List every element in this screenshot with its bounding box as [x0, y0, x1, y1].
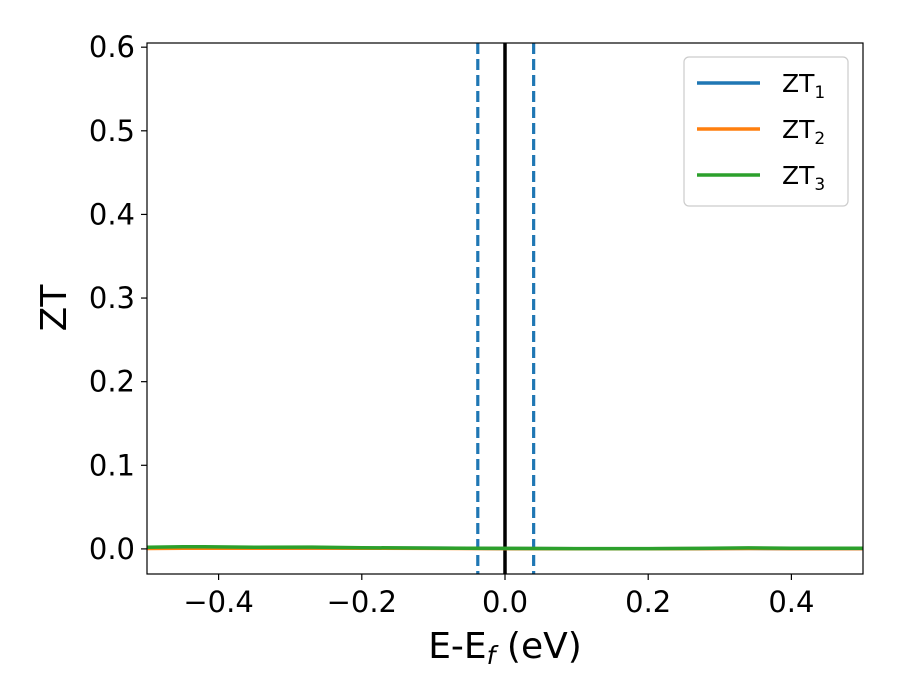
legend-label-zt1: ZT1	[782, 69, 825, 103]
legend-box	[683, 56, 849, 207]
y-tick-label: 0.5	[89, 114, 135, 148]
y-axis-title: ZT	[34, 284, 75, 332]
y-axis: 0.0 0.1 0.2 0.3 0.4 0.5 0.6	[89, 30, 147, 566]
y-tick-label: 0.1	[89, 448, 135, 482]
x-tick-label: −0.4	[183, 585, 253, 619]
legend: ZT1 ZT2 ZT3	[683, 56, 849, 207]
x-axis-title: E-Ef (eV)	[428, 626, 582, 670]
y-tick-label: 0.6	[89, 30, 135, 64]
reference-lines	[476, 43, 536, 574]
y-tick-label: 0.4	[89, 197, 135, 231]
x-tick-label: 0.0	[482, 585, 528, 619]
x-tick-label: 0.2	[625, 585, 671, 619]
x-axis: −0.4 −0.2 0.0 0.2 0.4	[183, 574, 814, 619]
y-tick-label: 0.3	[89, 281, 135, 315]
x-tick-label: 0.4	[768, 585, 814, 619]
y-tick-label: 0.2	[89, 365, 135, 399]
y-tick-label: 0.0	[89, 532, 135, 566]
x-tick-label: −0.2	[327, 585, 397, 619]
legend-label-zt3: ZT3	[782, 161, 825, 195]
legend-label-zt2: ZT2	[782, 115, 825, 149]
series-line-zt3	[147, 545, 863, 551]
series-lines	[147, 545, 863, 551]
